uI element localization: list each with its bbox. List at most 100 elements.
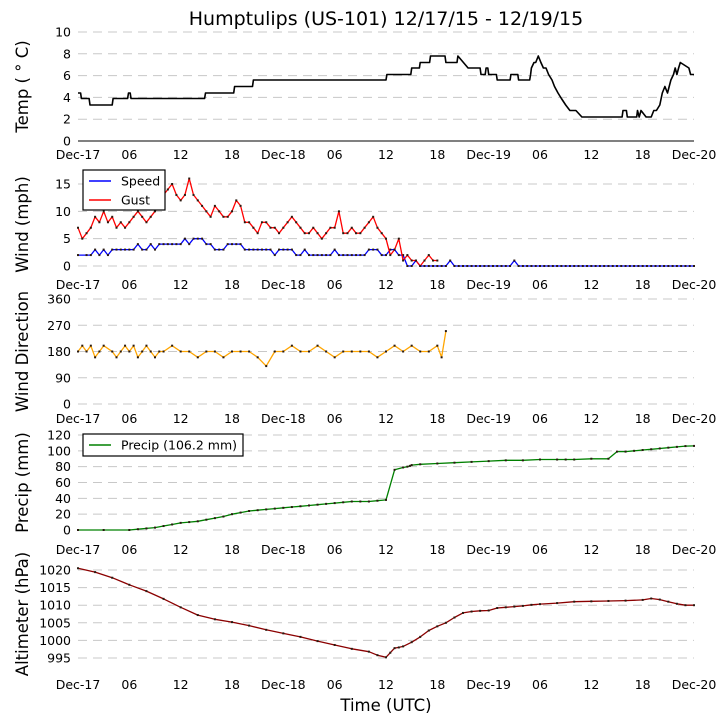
data-point bbox=[333, 643, 336, 646]
data-point bbox=[658, 598, 661, 601]
data-point bbox=[432, 259, 435, 262]
y-tick-label: 6 bbox=[63, 68, 71, 83]
data-point bbox=[359, 350, 362, 353]
data-point bbox=[440, 265, 443, 267]
x-tick-label: 18 bbox=[224, 542, 240, 557]
data-point bbox=[77, 350, 79, 353]
x-tick-label: Dec-19 bbox=[466, 277, 511, 292]
x-tick-label: 06 bbox=[532, 411, 548, 426]
data-point bbox=[89, 254, 92, 257]
data-point bbox=[222, 215, 225, 218]
data-point bbox=[162, 597, 165, 600]
data-point bbox=[568, 265, 571, 267]
data-point bbox=[179, 243, 182, 246]
x-tick-label: Dec-19 bbox=[466, 147, 511, 162]
x-tick-label: 12 bbox=[173, 277, 189, 292]
y-tick-label: 1015 bbox=[39, 580, 71, 595]
data-point bbox=[136, 528, 139, 531]
data-point bbox=[496, 607, 499, 610]
data-point bbox=[693, 265, 695, 267]
x-tick-label: Dec-19 bbox=[466, 677, 511, 692]
data-point bbox=[414, 259, 417, 262]
data-point bbox=[231, 243, 233, 246]
data-point bbox=[231, 350, 233, 353]
data-point bbox=[573, 600, 576, 603]
y-tick-label: 360 bbox=[47, 292, 71, 307]
data-point bbox=[590, 457, 593, 460]
data-point bbox=[466, 265, 469, 267]
data-point bbox=[269, 226, 272, 229]
data-point bbox=[231, 513, 233, 516]
data-point bbox=[94, 356, 97, 359]
data-point bbox=[337, 254, 340, 257]
x-tick-label: 06 bbox=[327, 147, 343, 162]
data-point bbox=[145, 344, 148, 347]
data-point bbox=[149, 215, 152, 218]
data-point bbox=[231, 210, 233, 213]
y-axis-label: Temp ( ° C) bbox=[13, 40, 32, 133]
x-tick-label: 18 bbox=[635, 677, 651, 692]
data-point bbox=[474, 265, 477, 267]
data-point bbox=[85, 232, 88, 235]
data-point bbox=[119, 248, 122, 251]
data-point bbox=[376, 226, 379, 229]
data-point bbox=[530, 265, 533, 267]
data-point bbox=[363, 254, 366, 257]
data-point bbox=[367, 221, 370, 224]
data-point bbox=[616, 450, 618, 453]
data-point bbox=[188, 177, 191, 180]
data-point bbox=[282, 226, 285, 229]
data-point bbox=[226, 243, 229, 246]
data-point bbox=[436, 462, 439, 465]
data-point bbox=[402, 259, 405, 262]
data-point bbox=[141, 248, 144, 251]
data-point bbox=[671, 265, 674, 267]
data-point bbox=[667, 446, 670, 449]
data-point bbox=[633, 265, 636, 267]
data-point bbox=[487, 460, 490, 463]
data-point bbox=[124, 226, 127, 229]
data-point bbox=[154, 526, 156, 529]
data-point bbox=[282, 506, 285, 509]
y-tick-label: 5 bbox=[63, 231, 71, 246]
data-point bbox=[504, 606, 507, 609]
data-point bbox=[171, 523, 174, 526]
data-point bbox=[325, 502, 328, 505]
x-tick-label: 18 bbox=[429, 147, 445, 162]
data-point bbox=[273, 254, 276, 257]
data-point bbox=[367, 248, 370, 251]
y-axis-label: Wind Direction bbox=[13, 291, 32, 412]
data-point bbox=[265, 628, 268, 631]
data-point bbox=[684, 445, 687, 448]
data-point bbox=[115, 356, 118, 359]
data-point bbox=[303, 232, 306, 235]
data-point bbox=[175, 243, 178, 246]
data-point bbox=[684, 265, 687, 267]
data-point bbox=[81, 344, 84, 347]
y-tick-label: 0 bbox=[63, 259, 71, 274]
data-point bbox=[329, 226, 332, 229]
y-tick-label: 1020 bbox=[39, 563, 71, 578]
x-tick-label: Dec-20 bbox=[672, 411, 717, 426]
x-tick-label: 06 bbox=[121, 411, 137, 426]
data-point bbox=[560, 265, 563, 267]
data-point bbox=[171, 243, 174, 246]
data-point bbox=[239, 204, 242, 207]
data-point bbox=[248, 248, 251, 251]
data-point bbox=[457, 265, 460, 267]
data-point bbox=[530, 603, 533, 606]
data-point bbox=[205, 518, 208, 521]
data-point bbox=[350, 350, 353, 353]
y-tick-label: 0 bbox=[63, 134, 71, 149]
x-tick-label: Dec-20 bbox=[672, 677, 717, 692]
y-axis-label: Precip (mm) bbox=[13, 432, 32, 533]
data-point bbox=[77, 226, 79, 229]
data-point bbox=[628, 265, 631, 267]
x-tick-label: 12 bbox=[583, 411, 599, 426]
series-line-altimeter bbox=[77, 567, 694, 658]
y-tick-label: 10 bbox=[55, 25, 71, 40]
data-point bbox=[444, 330, 447, 333]
data-point bbox=[367, 500, 370, 503]
x-tick-label: 12 bbox=[583, 277, 599, 292]
x-tick-label: 18 bbox=[224, 147, 240, 162]
